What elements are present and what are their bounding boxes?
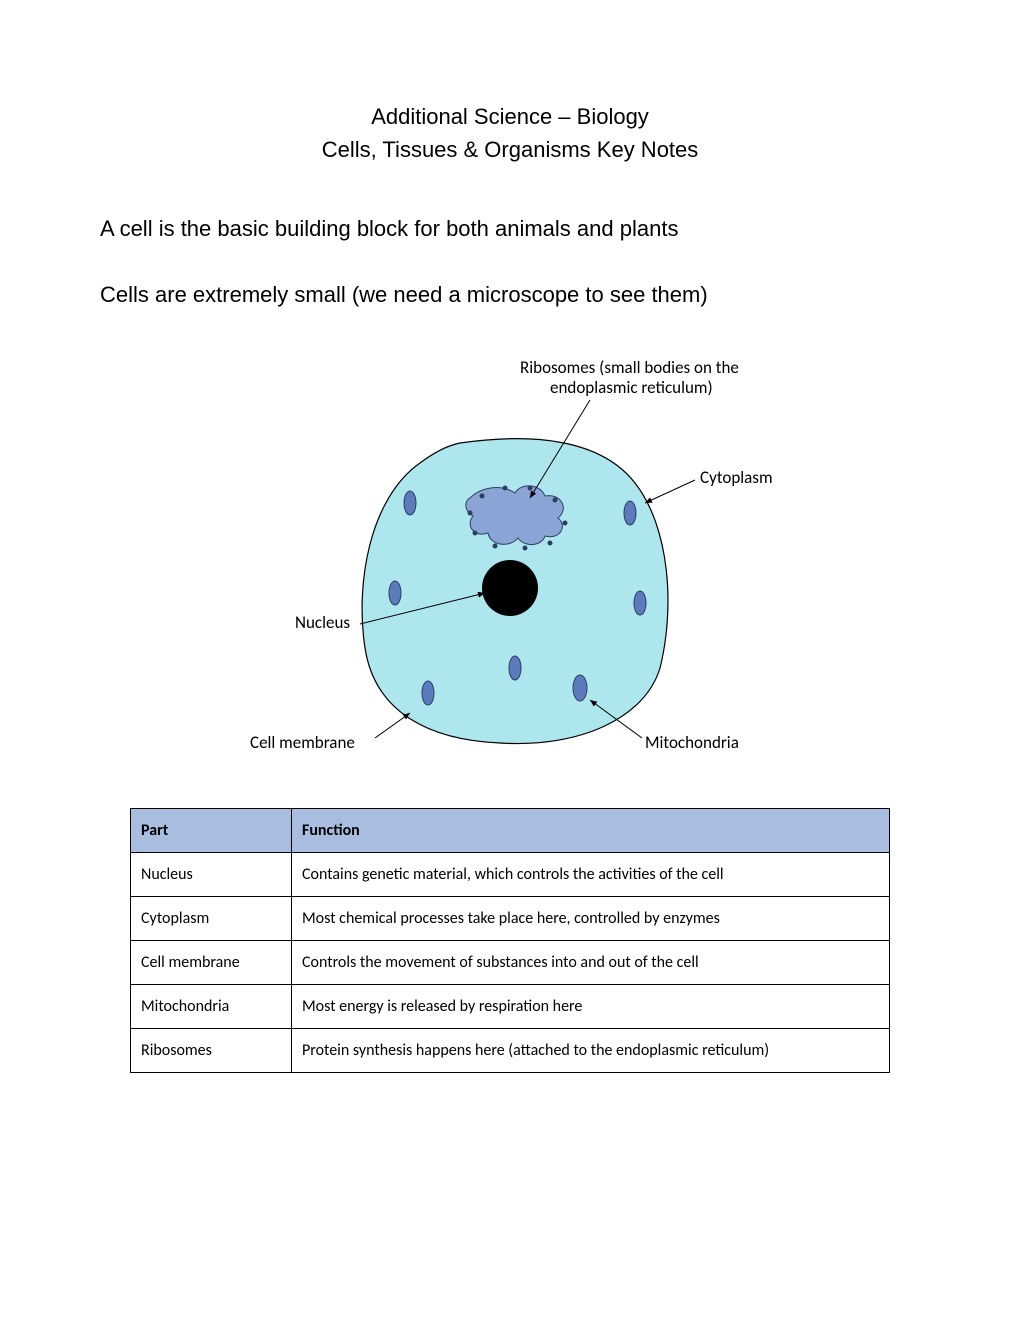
table-cell: Most energy is released by respiration h…: [292, 985, 890, 1029]
organelle-shape: [634, 591, 646, 615]
mitochondria-label: Mitochondria: [645, 732, 739, 753]
organelle-shape: [624, 501, 636, 525]
table-row: Nucleus Contains genetic material, which…: [131, 853, 890, 897]
intro-paragraph-2: Cells are extremely small (we need a mic…: [100, 282, 920, 308]
cell-membrane-leader: [375, 713, 410, 738]
table-row: Cytoplasm Most chemical processes take p…: [131, 897, 890, 941]
table-header-part: Part: [131, 809, 292, 853]
organelle-shape: [404, 491, 416, 515]
table-cell: Cell membrane: [131, 941, 292, 985]
table-header-function: Function: [292, 809, 890, 853]
ribosomes-label-line2: endoplasmic reticulum): [550, 377, 713, 398]
intro-paragraph-1: A cell is the basic building block for b…: [100, 216, 920, 242]
table-row: Ribosomes Protein synthesis happens here…: [131, 1029, 890, 1073]
nucleus-shape: [482, 560, 538, 616]
cytoplasm-leader: [645, 480, 695, 503]
organelle-shape: [389, 581, 401, 605]
nucleus-label: Nucleus: [295, 612, 350, 633]
table-row: Cell membrane Controls the movement of s…: [131, 941, 890, 985]
title-line-2: Cells, Tissues & Organisms Key Notes: [100, 133, 920, 166]
table-cell: Cytoplasm: [131, 897, 292, 941]
parts-table: Part Function Nucleus Contains genetic m…: [130, 808, 890, 1073]
table-cell: Mitochondria: [131, 985, 292, 1029]
table-row: Mitochondria Most energy is released by …: [131, 985, 890, 1029]
organelle-shape: [573, 675, 587, 701]
table-cell: Most chemical processes take place here,…: [292, 897, 890, 941]
cell-membrane-label: Cell membrane: [250, 732, 355, 753]
organelle-shape: [422, 681, 434, 705]
table-cell: Protein synthesis happens here (attached…: [292, 1029, 890, 1073]
title-block: Additional Science – Biology Cells, Tiss…: [100, 100, 920, 166]
title-line-1: Additional Science – Biology: [100, 100, 920, 133]
ribosomes-label-line1: Ribosomes (small bodies on the: [520, 357, 739, 378]
table-cell: Ribosomes: [131, 1029, 292, 1073]
table-cell: Nucleus: [131, 853, 292, 897]
table-cell: Contains genetic material, which control…: [292, 853, 890, 897]
organelle-shape: [509, 656, 521, 680]
table-cell: Controls the movement of substances into…: [292, 941, 890, 985]
cytoplasm-label: Cytoplasm: [700, 467, 773, 488]
cell-diagram: Ribosomes (small bodies on the endoplasm…: [100, 348, 920, 768]
